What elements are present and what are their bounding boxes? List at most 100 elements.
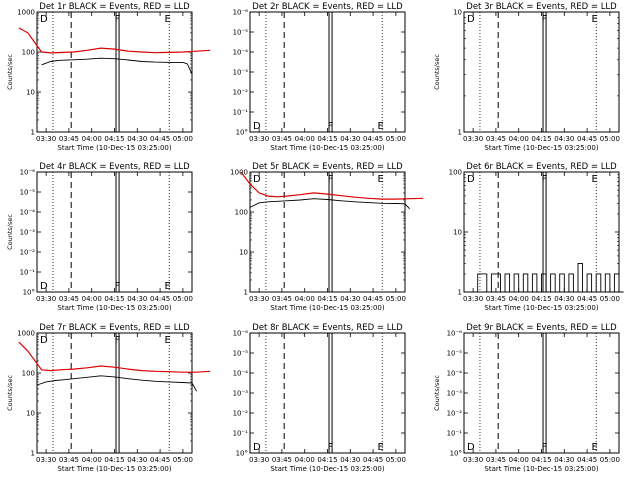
y-tick-label: 10	[26, 410, 35, 418]
x-axis-label: Start Time (10-Dec-15 03:25:00)	[270, 144, 384, 152]
x-tick-label: 03:30	[463, 295, 483, 303]
x-tick-label: 05:00	[600, 135, 620, 143]
x-tick-label: 04:45	[363, 456, 383, 464]
y-tick-label: 100	[235, 209, 248, 217]
marker-label-e: E	[592, 174, 598, 185]
series-line-lld	[18, 341, 211, 373]
panel-det-4: Det 4r BLACK = Events, RED = LLD 10° 10⁻¹ 1…	[6, 162, 193, 312]
x-tick-label: 04:30	[340, 295, 360, 303]
x-tick-label: 04:15	[317, 135, 337, 143]
y-tick-label: 10°	[450, 450, 462, 458]
x-tick-label: 05:00	[173, 456, 193, 464]
y-tick-label: 10⁻⁵	[233, 350, 249, 358]
x-tick-label: 04:00	[509, 295, 529, 303]
marker-label-f: F	[542, 14, 548, 25]
y-tick-label: 1	[244, 289, 248, 297]
panel-det-1: Det 1r BLACK = Events, RED = LLD 1 10 100 10…	[6, 2, 211, 152]
x-tick-label: 03:30	[249, 135, 269, 143]
plot-frame	[249, 11, 406, 133]
y-tick-label: 10⁻¹	[233, 430, 249, 438]
y-tick-label: 10⁻³	[20, 229, 36, 237]
y-tick-label: 10	[453, 9, 462, 17]
x-tick-label: 04:00	[82, 295, 102, 303]
marker-label-e: E	[592, 14, 598, 25]
marker-label-e: E	[165, 14, 171, 25]
x-tick-label: 03:45	[272, 135, 292, 143]
y-tick-label: 10⁻⁴	[233, 49, 249, 57]
x-tick-label: 04:45	[577, 456, 597, 464]
x-tick-label: 03:30	[249, 295, 269, 303]
y-tick-label: 10⁻⁵	[447, 350, 463, 358]
y-tick-label: 1000	[230, 169, 248, 177]
x-tick-label: 03:45	[59, 295, 79, 303]
x-axis-label: Start Time (10-Dec-15 03:25:00)	[57, 144, 171, 152]
x-tick-label: 03:30	[36, 456, 56, 464]
x-tick-label: 04:45	[150, 456, 170, 464]
x-axis-label: Start Time (10-Dec-15 03:25:00)	[484, 144, 598, 152]
plot-frame	[463, 332, 620, 454]
y-tick-label: 100	[449, 169, 462, 177]
plot-frame	[36, 11, 193, 133]
x-tick-label: 04:00	[509, 135, 529, 143]
x-tick-label: 04:15	[317, 456, 337, 464]
series-line-lld	[18, 27, 211, 54]
x-tick-label: 03:30	[463, 135, 483, 143]
marker-label-e: E	[378, 442, 384, 453]
y-tick-label: 10⁻¹	[447, 430, 463, 438]
x-tick-label: 03:30	[463, 456, 483, 464]
panel-title: Det 9r BLACK = Events, RED = LLD	[466, 323, 617, 333]
x-tick-label: 03:45	[486, 135, 506, 143]
x-tick-label: 04:00	[82, 135, 102, 143]
plot-frame	[463, 11, 620, 133]
y-tick-label: 10	[239, 249, 248, 257]
x-tick-label: 04:45	[150, 135, 170, 143]
y-tick-label: 1	[458, 289, 462, 297]
x-tick-label: 04:00	[82, 456, 102, 464]
x-tick-label: 03:45	[59, 135, 79, 143]
x-tick-label: 04:30	[554, 295, 574, 303]
y-tick-label: 10°	[236, 450, 248, 458]
y-tick-label: 10⁻⁶	[20, 169, 36, 177]
x-tick-label: 04:45	[577, 135, 597, 143]
x-axis-label: Start Time (10-Dec-15 03:25:00)	[57, 465, 171, 473]
y-tick-label: 10⁻⁶	[233, 330, 249, 338]
y-tick-label: 10⁻²	[233, 89, 249, 97]
y-tick-label: 10⁻⁵	[233, 29, 249, 37]
marker-label-f: F	[328, 442, 334, 453]
y-tick-label: 10⁻⁴	[20, 209, 36, 217]
x-tick-label: 05:00	[600, 456, 620, 464]
marker-label-d: D	[40, 14, 48, 25]
x-tick-label: 03:45	[486, 456, 506, 464]
y-tick-label: 10⁻³	[233, 69, 249, 77]
x-tick-label: 05:00	[386, 295, 406, 303]
panel-det-8: Det 8r BLACK = Events, RED = LLD 10° 10⁻¹ 1…	[233, 323, 406, 473]
y-tick-label: 100	[22, 370, 35, 378]
marker-label-f: F	[328, 121, 334, 132]
marker-label-f: F	[542, 174, 548, 185]
y-tick-label: 10°	[23, 289, 35, 297]
x-axis-label: Start Time (10-Dec-15 03:25:00)	[57, 304, 171, 312]
marker-label-d: D	[40, 281, 48, 292]
y-tick-label: 10⁻³	[447, 390, 463, 398]
x-tick-label: 04:15	[104, 456, 124, 464]
panel-title: Det 3r BLACK = Events, RED = LLD	[466, 2, 617, 12]
y-tick-label: 10	[453, 229, 462, 237]
x-tick-label: 05:00	[600, 295, 620, 303]
x-tick-label: 03:45	[486, 295, 506, 303]
panel-det-9: Det 9r BLACK = Events, RED = LLD 10° 10⁻¹ 1…	[433, 323, 620, 473]
marker-label-f: F	[115, 14, 121, 25]
y-tick-label: 10⁻³	[233, 390, 249, 398]
plot-frame	[249, 332, 406, 454]
panel-title: Det 7r BLACK = Events, RED = LLD	[39, 323, 190, 333]
x-tick-label: 04:45	[363, 135, 383, 143]
y-tick-label: 10°	[236, 129, 248, 137]
x-axis-label: Start Time (10-Dec-15 03:25:00)	[270, 304, 384, 312]
x-axis-label: Start Time (10-Dec-15 03:25:00)	[484, 465, 598, 473]
x-tick-label: 03:30	[36, 135, 56, 143]
panel-det-5: Det 5r BLACK = Events, RED = LLD 1 10 100 10…	[230, 162, 424, 312]
y-axis-label: Counts/sec	[6, 375, 14, 411]
x-axis-label: Start Time (10-Dec-15 03:25:00)	[270, 465, 384, 473]
marker-label-e: E	[592, 442, 598, 453]
panel-det-2: Det 2r BLACK = Events, RED = LLD 10° 10⁻¹ 1…	[233, 2, 406, 152]
plot-frame	[249, 171, 406, 293]
